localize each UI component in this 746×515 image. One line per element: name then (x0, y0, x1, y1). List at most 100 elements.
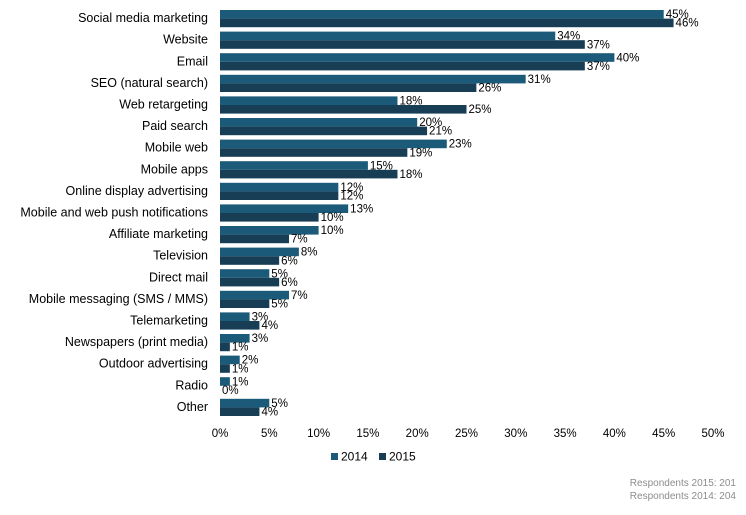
value-label-2015: 5% (271, 299, 288, 311)
category-label: Mobile web (145, 141, 208, 155)
bar-2015 (220, 18, 674, 28)
value-label-2014: 23% (449, 139, 472, 151)
value-label-2014: 12% (340, 182, 363, 194)
bar-2014 (220, 269, 270, 278)
x-tick-label: 0% (212, 428, 229, 440)
bar-2015 (220, 126, 428, 136)
value-label-2014: 15% (370, 160, 393, 172)
bar-2014 (220, 226, 319, 235)
category-label: Web retargeting (119, 98, 208, 112)
value-label-2014: 20% (419, 117, 442, 129)
bar-2015 (220, 213, 319, 222)
bar-2014 (220, 118, 418, 127)
value-label-2015: 12% (340, 191, 363, 203)
legend: 2014 2015 (331, 450, 416, 464)
bar-2014 (220, 290, 290, 300)
category-label: Mobile messaging (SMS / MMS) (29, 292, 208, 306)
value-label-2014: 13% (350, 204, 373, 216)
legend-swatch-2015 (379, 453, 386, 460)
bar-2015 (220, 148, 408, 157)
value-label-2014: 5% (271, 268, 288, 280)
value-label-2014: 3% (252, 312, 269, 324)
category-label: Other (177, 400, 208, 414)
respondent-notes: Respondents 2015: 201 Respondents 2014: … (630, 477, 736, 503)
value-label-2014: 31% (528, 74, 551, 86)
bar-2015 (220, 61, 585, 71)
value-label-2015: 26% (478, 83, 501, 95)
value-label-2014: 7% (291, 290, 308, 302)
bar-2014 (220, 53, 615, 62)
category-label: Direct mail (149, 270, 208, 284)
value-label-2015: 10% (321, 212, 344, 224)
category-label: Telemarketing (130, 314, 208, 328)
value-label-2014: 2% (242, 355, 259, 367)
value-label-2015: 4% (261, 407, 278, 419)
value-label-2014: 10% (321, 225, 344, 237)
bar-2014 (220, 139, 447, 149)
legend-label-2015: 2015 (389, 450, 416, 464)
bar-2015 (220, 321, 260, 330)
value-label-2015: 19% (409, 147, 432, 159)
bar-2014 (220, 334, 250, 343)
bar-2014 (220, 74, 526, 84)
category-label: Television (153, 249, 208, 263)
bar-2014 (220, 96, 398, 105)
bars: Social media marketing 45%46% Website 34% 37… (20, 9, 698, 418)
bar-2015 (220, 342, 230, 352)
category-label: Newspapers (print media) (65, 335, 208, 349)
bar-2015 (220, 234, 290, 244)
category-label: Radio (175, 378, 208, 392)
bar-2015 (220, 299, 270, 308)
bar-2014 (220, 10, 664, 19)
bar-2014 (220, 247, 299, 257)
value-label-2014: 8% (301, 247, 318, 259)
respondents-2015-note: Respondents 2015: 201 (629, 478, 736, 489)
bar-2015 (220, 191, 339, 200)
category-label: Outdoor advertising (99, 357, 208, 371)
value-label-2015: 25% (469, 104, 492, 116)
respondents-2014-note: Respondents 2014: 204 (629, 491, 736, 502)
value-label-2015: 18% (399, 169, 422, 181)
bar-2015 (220, 83, 477, 92)
bar-chart: 0% 5% 10% 15% 20% 25% 30% 35% 40% 45% 50% Social m… (20, 9, 724, 464)
bar-2014 (220, 377, 230, 386)
value-label-2015: 1% (232, 363, 249, 375)
bar-2014 (220, 182, 339, 192)
category-label: Mobile apps (141, 162, 208, 176)
x-tick-label: 35% (554, 428, 577, 440)
x-tick-label: 25% (455, 428, 478, 440)
category-label: Online display advertising (66, 184, 208, 198)
legend-swatch-2014 (331, 453, 338, 460)
bar-2014 (220, 398, 270, 408)
x-tick-label: 15% (356, 428, 379, 440)
bar-2015 (220, 364, 230, 373)
category-label: Email (177, 54, 208, 68)
x-tick-label: 45% (652, 428, 675, 440)
category-label: Affiliate marketing (109, 227, 208, 241)
value-label-2015: 37% (587, 39, 610, 51)
category-label: Paid search (142, 119, 208, 133)
value-label-2014: 34% (557, 31, 580, 43)
bar-2014 (220, 31, 556, 41)
category-label: Mobile and web push notifications (20, 206, 208, 220)
category-label: Social media marketing (78, 11, 208, 25)
value-label-2014: 3% (252, 333, 269, 345)
x-tick-label: 20% (406, 428, 429, 440)
bar-2015 (220, 40, 585, 49)
value-label-2014: 1% (232, 376, 249, 388)
x-tick-label: 5% (261, 428, 278, 440)
x-tick-label: 40% (603, 428, 626, 440)
value-label-2015: 37% (587, 61, 610, 73)
value-label-2014: 40% (616, 52, 639, 64)
bar-2015 (220, 256, 280, 265)
bar-2015 (220, 169, 398, 179)
value-label-2015: 4% (261, 320, 278, 332)
value-label-2014: 5% (271, 398, 288, 410)
bar-2014 (220, 161, 368, 170)
category-label: SEO (natural search) (91, 76, 208, 90)
bar-2015 (220, 407, 260, 416)
value-label-2015: 7% (291, 234, 308, 246)
value-label-2014: 45% (666, 9, 689, 21)
value-label-2015: 6% (281, 255, 298, 267)
legend-label-2014: 2014 (341, 450, 368, 464)
